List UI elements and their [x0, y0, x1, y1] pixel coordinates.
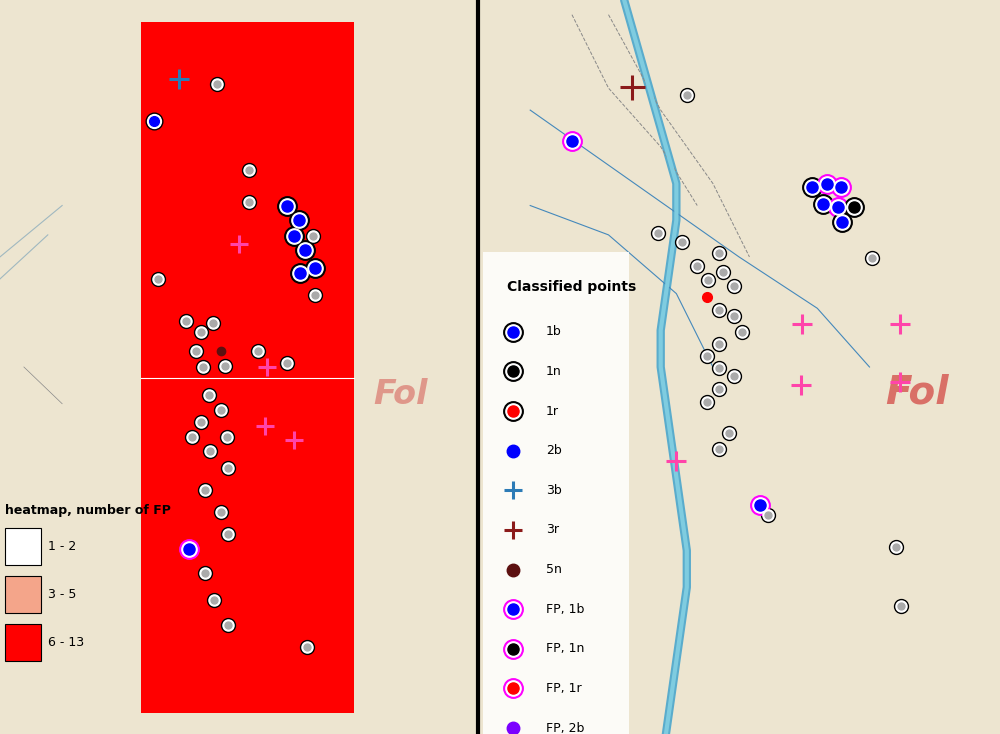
Text: FP, 2b: FP, 2b	[546, 722, 584, 734]
Text: 1n: 1n	[546, 365, 562, 378]
Text: Classified points: Classified points	[507, 280, 636, 294]
Text: Fol: Fol	[373, 378, 427, 411]
Text: 6 - 13: 6 - 13	[48, 636, 84, 649]
Text: heatmap, number of FP: heatmap, number of FP	[5, 504, 171, 517]
Text: 3r: 3r	[546, 523, 559, 537]
Bar	[5, 624, 41, 661]
Bar	[483, 252, 629, 734]
Bar	[141, 22, 354, 713]
Text: FP, 1r: FP, 1r	[546, 682, 581, 695]
Text: 1r: 1r	[546, 404, 559, 418]
Bar	[5, 576, 41, 613]
Text: 1 - 2: 1 - 2	[48, 540, 76, 553]
Text: 2b: 2b	[546, 444, 562, 457]
Text: FP, 1b: FP, 1b	[546, 603, 584, 616]
Text: 1b: 1b	[546, 325, 562, 338]
Text: Fol: Fol	[885, 374, 949, 412]
Text: 3 - 5: 3 - 5	[48, 588, 76, 601]
Bar	[5, 528, 41, 565]
Text: 3b: 3b	[546, 484, 562, 497]
Text: 5n: 5n	[546, 563, 562, 576]
Text: FP, 1n: FP, 1n	[546, 642, 584, 655]
